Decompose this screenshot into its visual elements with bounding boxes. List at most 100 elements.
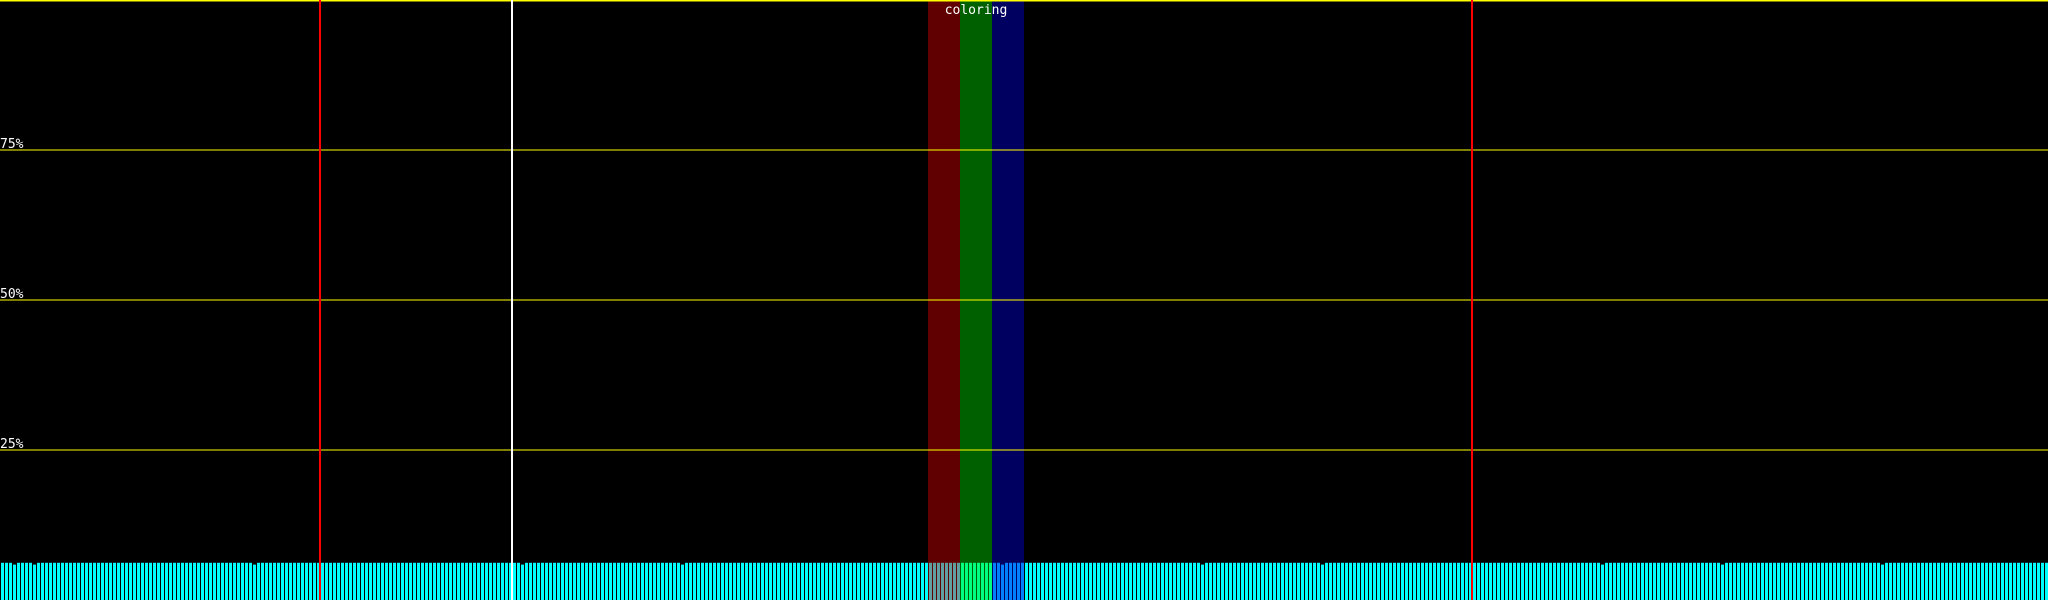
bar — [1617, 562, 1620, 600]
bar — [1349, 562, 1352, 600]
bar — [529, 562, 532, 600]
bar — [145, 562, 148, 600]
bar — [1037, 562, 1040, 600]
bar — [1337, 562, 1340, 600]
bar — [1985, 562, 1988, 600]
bar — [1489, 562, 1492, 600]
bar — [9, 562, 12, 600]
bar — [1001, 564, 1004, 600]
bar — [669, 562, 672, 600]
bar — [1581, 562, 1584, 600]
bar — [261, 562, 264, 600]
bar — [153, 562, 156, 600]
bar — [645, 562, 648, 600]
bar — [1737, 562, 1740, 600]
bar — [1161, 562, 1164, 600]
bar — [313, 562, 316, 600]
bar — [377, 562, 380, 600]
bar — [697, 562, 700, 600]
bar — [1329, 562, 1332, 600]
bar — [713, 562, 716, 600]
bar — [1789, 562, 1792, 600]
bar — [597, 562, 600, 600]
bar — [1269, 562, 1272, 600]
bar — [681, 564, 684, 600]
bar — [729, 562, 732, 600]
bar — [1557, 562, 1560, 600]
bar — [1021, 562, 1024, 600]
bar — [129, 562, 132, 600]
bar — [557, 562, 560, 600]
bar — [589, 562, 592, 600]
bar — [709, 562, 712, 600]
bar — [1545, 562, 1548, 600]
bar — [1561, 562, 1564, 600]
bar — [1041, 562, 1044, 600]
bar — [1085, 562, 1088, 600]
bar — [1221, 562, 1224, 600]
bar — [1897, 562, 1900, 600]
bar — [213, 562, 216, 600]
bar — [1241, 562, 1244, 600]
bar — [1765, 562, 1768, 600]
bar — [1569, 562, 1572, 600]
bar — [1729, 562, 1732, 600]
bar — [1761, 562, 1764, 600]
bar — [89, 562, 92, 600]
bar — [1033, 562, 1036, 600]
bar — [45, 562, 48, 600]
bar — [905, 562, 908, 600]
bar — [1533, 562, 1536, 600]
bar — [805, 562, 808, 600]
bar — [549, 562, 552, 600]
bar — [1253, 562, 1256, 600]
bar — [757, 562, 760, 600]
bar — [933, 562, 936, 600]
bar — [581, 562, 584, 600]
bar — [397, 562, 400, 600]
bar — [1721, 564, 1724, 600]
bar — [1413, 562, 1416, 600]
bar — [973, 562, 976, 600]
bar — [1889, 562, 1892, 600]
bar — [1181, 562, 1184, 600]
bar — [1817, 562, 1820, 600]
bar — [1657, 562, 1660, 600]
bar — [1437, 562, 1440, 600]
bar — [525, 562, 528, 600]
bar — [1801, 562, 1804, 600]
bar — [1277, 562, 1280, 600]
bar — [1173, 562, 1176, 600]
bar — [65, 562, 68, 600]
bar — [937, 562, 940, 600]
bar — [1129, 562, 1132, 600]
bar — [253, 564, 256, 600]
bar — [1705, 562, 1708, 600]
bar — [853, 562, 856, 600]
bar — [201, 562, 204, 600]
bar — [369, 562, 372, 600]
bar — [1549, 562, 1552, 600]
bar — [521, 564, 524, 600]
bar — [673, 562, 676, 600]
bar — [1525, 562, 1528, 600]
bar — [1605, 562, 1608, 600]
bar — [1481, 562, 1484, 600]
bar — [361, 562, 364, 600]
bar — [949, 562, 952, 600]
bar — [813, 562, 816, 600]
bar — [317, 562, 320, 600]
bar — [1805, 562, 1808, 600]
bar — [1977, 562, 1980, 600]
bar — [1077, 562, 1080, 600]
bar — [985, 562, 988, 600]
bar — [1981, 562, 1984, 600]
bar — [105, 562, 108, 600]
bar — [1297, 562, 1300, 600]
bar — [977, 562, 980, 600]
bar — [401, 562, 404, 600]
bar — [77, 562, 80, 600]
bar — [825, 562, 828, 600]
bar — [1365, 562, 1368, 600]
bar — [81, 562, 84, 600]
